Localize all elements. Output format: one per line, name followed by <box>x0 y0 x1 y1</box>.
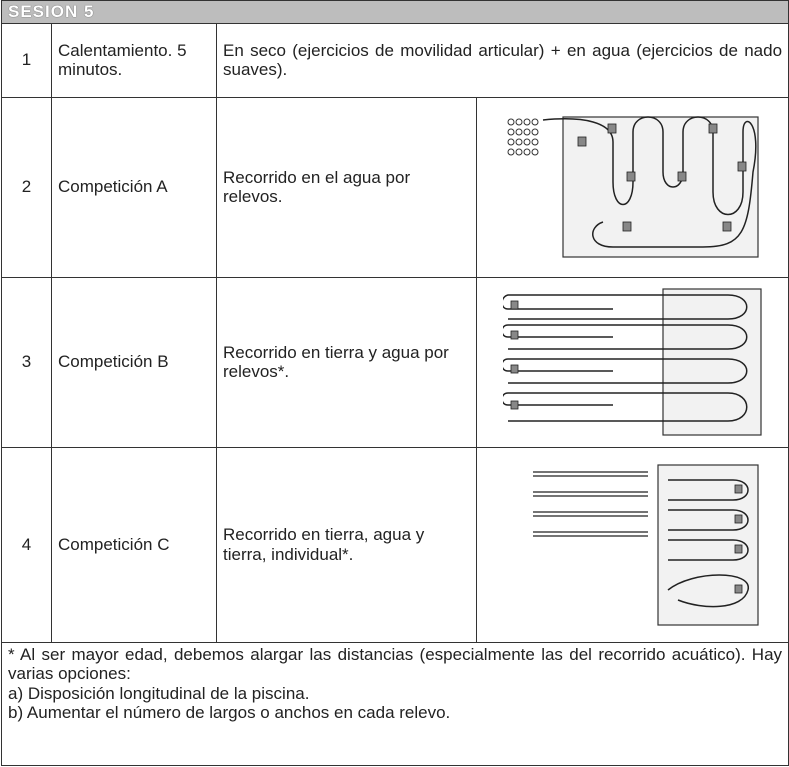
row-description: Recorrido en tierra y agua por relevos*. <box>216 276 477 448</box>
row-name: Competición B <box>51 276 217 448</box>
cones <box>577 123 746 232</box>
row: 2 Competición A Recorrido en el agua por… <box>1 96 789 278</box>
row: 4 Competición C Recorrido en tierra, agu… <box>1 446 789 643</box>
row-name: Competición A <box>51 96 217 278</box>
lanes <box>532 470 648 537</box>
header-row: SESION 5 <box>0 0 789 24</box>
footer-note: * Al ser mayor edad, debemos alargar las… <box>8 644 783 684</box>
diagram-cell <box>475 96 789 278</box>
route <box>542 116 757 248</box>
routes <box>502 294 747 422</box>
row-number: 2 <box>1 96 52 278</box>
footer: * Al ser mayor edad, debemos alargar las… <box>0 641 789 766</box>
footer-option: b) Aumentar el número de largos o anchos… <box>8 703 451 723</box>
cones <box>510 300 518 410</box>
row-description: En seco (ejercicios de movilidad articul… <box>215 22 789 98</box>
row-description: Recorrido en tierra, agua y tierra, indi… <box>216 446 477 643</box>
footer-row: * Al ser mayor edad, debemos alargar las… <box>0 641 789 766</box>
diagram-cell <box>475 446 789 643</box>
cones <box>734 484 742 593</box>
pool <box>656 463 759 626</box>
routes <box>667 478 749 607</box>
row-number: 4 <box>1 446 52 643</box>
row: 3 Competición B Recorrido en tierra y ag… <box>1 276 789 448</box>
session-title: SESION 5 <box>0 0 789 24</box>
diagram <box>507 116 759 258</box>
row-name: Competición C <box>51 446 217 643</box>
footer-option: a) Disposición longitudinal de la piscin… <box>8 683 310 703</box>
row-number: 3 <box>1 276 52 448</box>
pool <box>561 116 759 258</box>
diagram <box>532 463 759 626</box>
row-description: Recorrido en el agua por relevos. <box>216 96 477 278</box>
diagram-cell <box>475 276 789 448</box>
swimmers <box>507 118 539 156</box>
row-number: 1 <box>1 22 52 98</box>
diagram <box>502 288 762 436</box>
row: 1 Calentamiento. 5 minutos. En seco (eje… <box>1 22 789 98</box>
row-name: Calentamiento. 5 minutos. <box>51 22 217 98</box>
